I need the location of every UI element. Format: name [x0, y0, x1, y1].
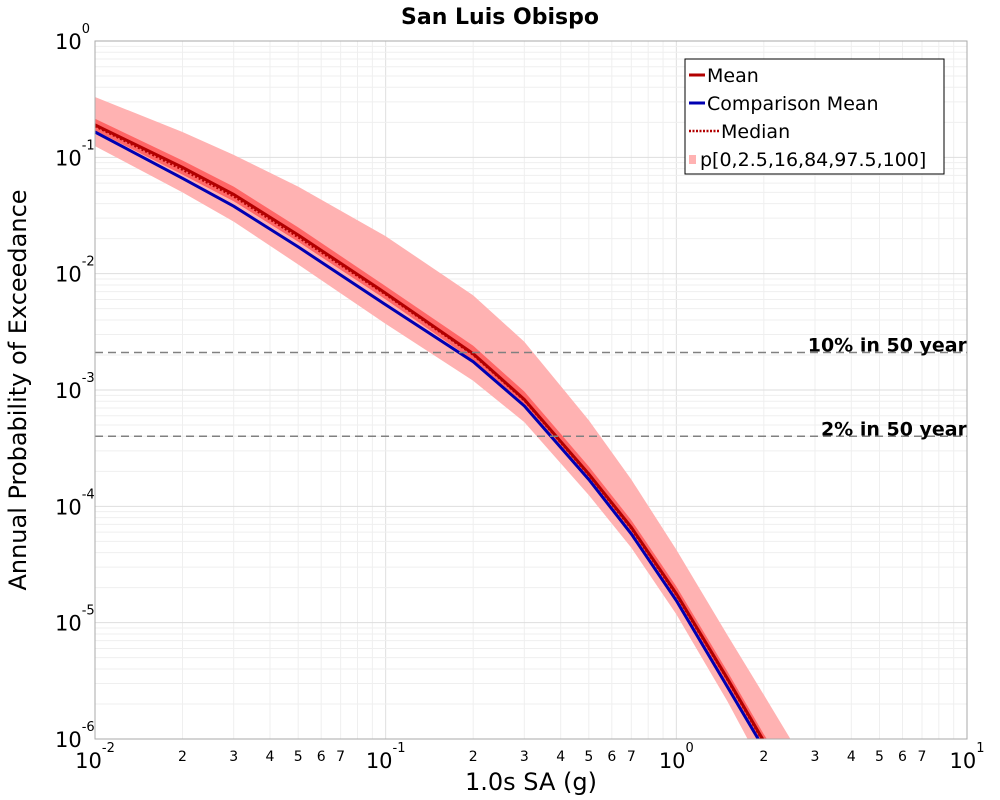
- series-median: [95, 125, 763, 739]
- x-minor-tick-label: 3: [811, 749, 820, 765]
- legend-label: Mean: [707, 65, 759, 87]
- x-minor-tick-label: 7: [918, 749, 927, 765]
- plot-frame: [94, 40, 968, 740]
- x-minor-tick-label: 2: [759, 749, 768, 765]
- x-tick-label: 10-1: [366, 741, 406, 773]
- y-tick-label: 10-3: [55, 371, 95, 403]
- reference-line-label: 10% in 50 year: [808, 335, 968, 357]
- legend: Mean Comparison Mean Median p[0,2.5,16,84,9…: [684, 58, 945, 175]
- reference-line-label: 2% in 50 year: [821, 418, 968, 440]
- legend-swatch: [689, 155, 696, 164]
- percentile-band-inner: [95, 118, 767, 739]
- x-minor-tick-label: 3: [520, 749, 529, 765]
- legend-label: p[0,2.5,16,84,97.5,100]: [700, 149, 926, 171]
- reference-lines: 10% in 50 year 2% in 50 year: [95, 335, 968, 440]
- x-minor-tick-label: 5: [875, 749, 884, 765]
- legend-label: Median: [721, 121, 790, 143]
- x-minor-tick-label: 2: [469, 749, 478, 765]
- y-tick-label: 100: [55, 22, 90, 54]
- x-tick-label: 10-2: [75, 741, 115, 773]
- y-tick-label: 10-5: [55, 604, 95, 636]
- curve-series: [95, 123, 765, 739]
- x-minor-tick-label: 4: [556, 749, 565, 765]
- x-minor-tick-label: 6: [607, 749, 616, 765]
- y-axis-ticks: 100 10-1 10-2 10-3 10-4 10-5 10-6: [55, 22, 95, 752]
- chart-title: San Luis Obispo: [401, 5, 599, 30]
- y-tick-label: 10-2: [55, 255, 95, 287]
- x-minor-tick-label: 7: [627, 749, 636, 765]
- x-minor-tick-label: 3: [229, 749, 238, 765]
- x-minor-tick-label: 5: [294, 749, 303, 765]
- y-tick-label: 10-4: [55, 487, 95, 519]
- x-minor-tick-label: 5: [584, 749, 593, 765]
- percentile-bands: [95, 97, 791, 739]
- y-tick-label: 10-1: [55, 138, 95, 170]
- legend-label: Comparison Mean: [707, 93, 879, 115]
- percentile-band-outer: [95, 97, 791, 739]
- y-axis-title: Annual Probability of Exceedance: [4, 189, 32, 590]
- x-minor-tick-label: 6: [898, 749, 907, 765]
- x-minor-tick-label: 6: [317, 749, 326, 765]
- x-minor-tick-label: 2: [178, 749, 187, 765]
- legend-box: [684, 58, 945, 175]
- x-tick-label: 100: [659, 741, 694, 773]
- series-comparison-mean: [95, 130, 760, 739]
- x-tick-label: 101: [949, 741, 984, 773]
- x-axis-title: 1.0s SA (g): [465, 768, 597, 796]
- x-minor-tick-label: 7: [336, 749, 345, 765]
- series-mean: [95, 123, 765, 739]
- x-minor-tick-label: 4: [266, 749, 275, 765]
- x-minor-tick-label: 4: [847, 749, 856, 765]
- y-tick-label: 10-6: [55, 720, 95, 752]
